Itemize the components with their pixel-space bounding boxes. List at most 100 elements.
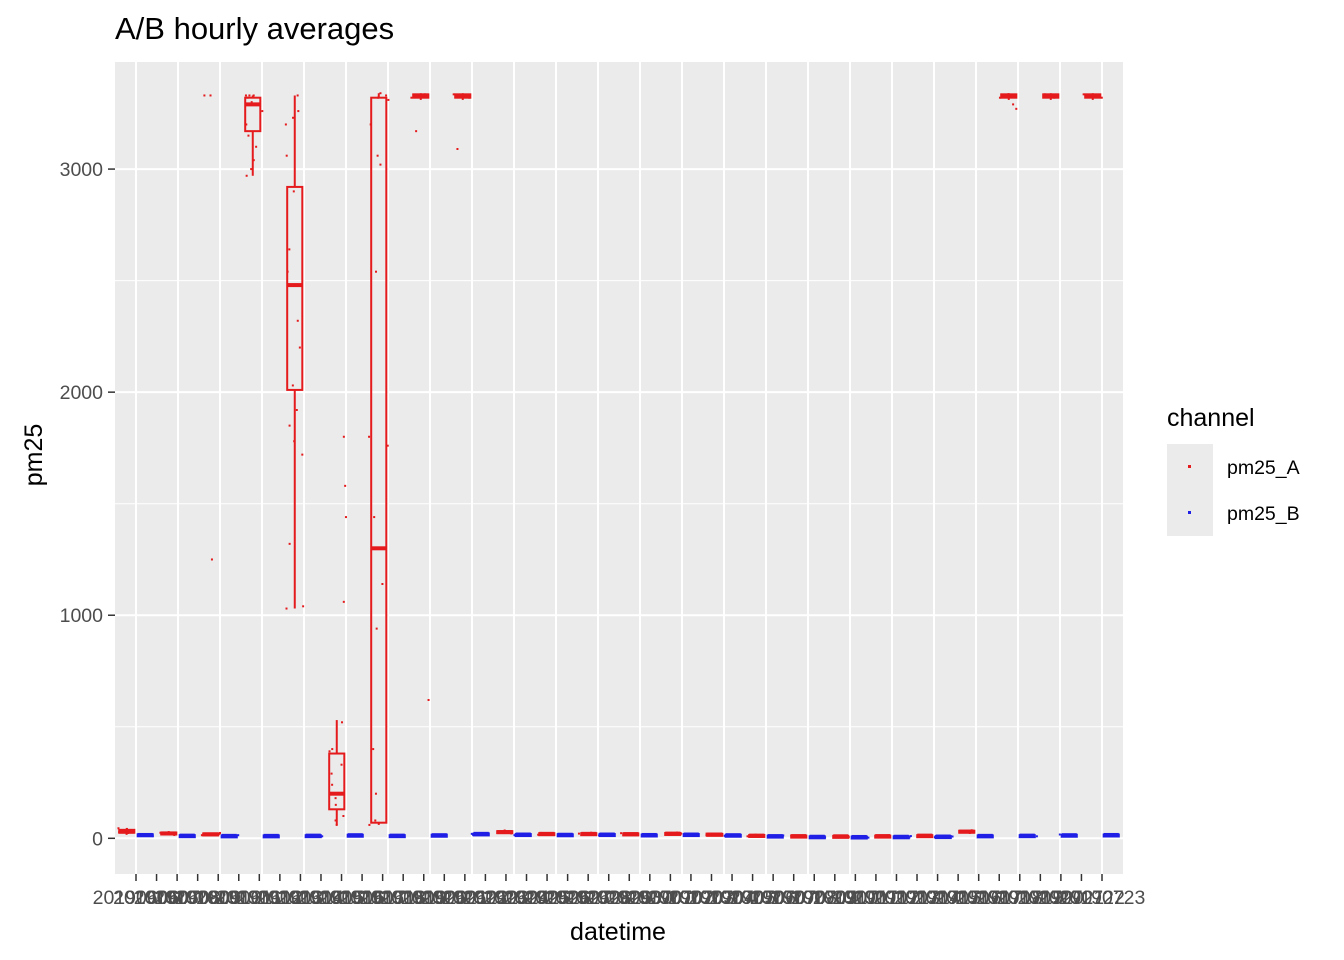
data-point [455, 94, 458, 97]
x-tick-label: 20190713 [853, 887, 940, 909]
data-point [151, 835, 154, 838]
data-point [796, 835, 799, 838]
data-point [887, 834, 890, 837]
x-tick-label: 20190718 [956, 887, 1043, 909]
data-point [374, 792, 377, 795]
data-point [598, 834, 601, 837]
x-tick-label: 20190704 [668, 887, 755, 909]
data-point [705, 832, 708, 835]
data-point [382, 547, 385, 550]
data-point [723, 834, 726, 837]
x-tick-label: 20190625 [483, 887, 570, 909]
y-tick-label: 1000 [60, 605, 104, 627]
x-tick-label: 20190721 [1018, 887, 1105, 909]
data-point [1007, 93, 1010, 96]
x-tick-label: 20190613 [236, 887, 323, 909]
data-point [771, 835, 774, 838]
panel-background [115, 62, 1123, 874]
data-point [909, 835, 912, 838]
plot-panel [115, 62, 1123, 874]
data-point [292, 190, 295, 193]
data-point [577, 832, 580, 835]
data-point [330, 772, 333, 775]
data-point [687, 832, 690, 835]
data-point [334, 819, 337, 822]
data-point [754, 833, 757, 836]
box-pm25-a [874, 834, 892, 839]
x-tick-label: 20190629 [565, 887, 652, 909]
data-point [989, 835, 992, 838]
x-tick-label: 20190706 [709, 887, 796, 909]
data-point [775, 835, 778, 838]
data-point [308, 834, 311, 837]
data-point [334, 797, 337, 800]
data-point [344, 516, 347, 519]
data-point [885, 835, 888, 838]
data-point [951, 835, 954, 838]
data-point [557, 833, 560, 836]
x-tick-label: 20190710 [791, 887, 878, 909]
data-point [1082, 93, 1085, 96]
x-tick-label: 20190714 [874, 887, 961, 909]
x-tick-label: 20190630 [586, 887, 673, 909]
data-point [302, 605, 305, 608]
data-point [356, 834, 359, 837]
box-pm25-b [262, 833, 280, 839]
data-point [590, 831, 593, 834]
data-point [267, 834, 270, 837]
box-pm25-b [556, 832, 574, 838]
box-pm25-b [430, 833, 448, 838]
data-point [375, 270, 378, 273]
data-point [620, 832, 623, 835]
data-point [865, 835, 868, 838]
x-tick-label: 20190716 [915, 887, 1002, 909]
box-pm25-b [933, 834, 954, 840]
data-point [297, 110, 300, 113]
x-tick-label: 20190715 [894, 887, 981, 909]
box-pm25-a [410, 93, 430, 701]
data-point [410, 96, 413, 99]
box-pm25-a [1082, 93, 1103, 100]
x-tick-label: 20190626 [504, 887, 591, 909]
data-point [203, 94, 206, 97]
x-tick-label: 20190607 [113, 887, 200, 909]
box-pm25-a [746, 833, 766, 838]
data-point [387, 98, 390, 101]
data-point [816, 835, 819, 838]
x-tick-label: 20190606 [93, 887, 180, 909]
legend-dot-pm25-b [1188, 511, 1191, 514]
data-point [984, 834, 987, 837]
data-point [968, 831, 971, 834]
box-pm25-a [620, 832, 640, 837]
y-tick-label: 2000 [60, 382, 104, 404]
box-pm25-b [136, 832, 154, 838]
data-point [1029, 834, 1032, 837]
data-point [331, 748, 334, 751]
data-point [1005, 94, 1008, 97]
data-point [250, 101, 253, 104]
box-pm25-a [832, 834, 850, 839]
x-tick-label: 20190616 [298, 887, 385, 909]
x-tick-label: 20190717 [935, 887, 1022, 909]
data-point [145, 834, 148, 837]
data-point [1100, 96, 1103, 99]
data-point [189, 834, 192, 837]
box-body [286, 185, 304, 391]
x-tick-label: 20190615 [278, 887, 365, 909]
box-pm25-a [452, 93, 472, 150]
data-point [922, 833, 925, 836]
data-point [237, 834, 240, 837]
data-point [293, 440, 296, 443]
x-tick-label: 20190712 [833, 887, 920, 909]
data-point [943, 834, 946, 837]
data-point [246, 96, 249, 99]
y-tick-label: 3000 [60, 159, 104, 181]
data-point [288, 542, 291, 545]
x-tick-label: 20190702 [627, 887, 714, 909]
data-point [1043, 94, 1046, 97]
data-point [930, 834, 933, 837]
data-point [680, 832, 683, 835]
x-tick-label: 20190627 [524, 887, 611, 909]
data-point [295, 409, 298, 411]
data-point [629, 833, 632, 836]
